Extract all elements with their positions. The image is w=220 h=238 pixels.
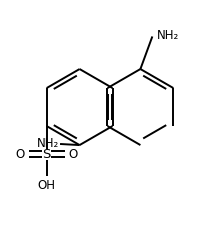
Text: OH: OH	[38, 179, 56, 192]
Text: NH₂: NH₂	[37, 138, 59, 150]
Text: O: O	[68, 148, 78, 161]
Text: S: S	[42, 148, 51, 161]
Text: NH₂: NH₂	[157, 29, 179, 42]
Text: O: O	[16, 148, 25, 161]
